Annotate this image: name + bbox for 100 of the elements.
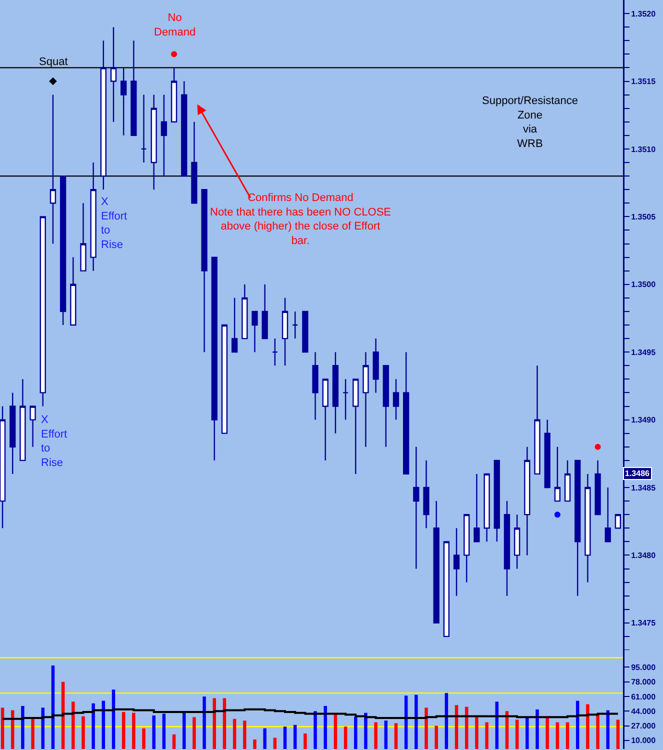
candlestick — [120, 67, 127, 136]
candlestick — [221, 324, 228, 434]
bar — [293, 724, 297, 749]
y-tick-label: 1.3475 — [631, 618, 656, 628]
candlestick — [474, 473, 480, 542]
candlestick — [494, 460, 500, 542]
bar — [132, 712, 136, 749]
candlestick — [332, 351, 339, 434]
candlestick — [534, 365, 540, 475]
candlestick — [0, 406, 6, 529]
bar — [556, 722, 560, 749]
y-tick-label: 1.3485 — [631, 483, 656, 492]
candlestick — [443, 541, 450, 638]
candlestick — [100, 40, 106, 190]
candlestick — [150, 94, 157, 190]
candlestick — [392, 378, 400, 420]
candlestick — [564, 460, 571, 502]
y-tick-label: 1.3480 — [631, 551, 656, 560]
candlestick — [312, 351, 318, 420]
candlestick — [302, 310, 308, 353]
annotation: 1.3486 — [625, 469, 650, 478]
candlestick — [30, 406, 36, 448]
y-tick-label: 44.000 — [631, 706, 656, 716]
candlestick — [70, 256, 76, 326]
point — [171, 51, 178, 58]
bar — [51, 666, 55, 749]
candlestick — [614, 514, 622, 529]
bar — [434, 726, 438, 749]
annotation: Support/Resistance Zone via WRB — [482, 95, 578, 150]
y-tick-label: 1.3500 — [631, 280, 656, 290]
bar — [182, 712, 186, 749]
y-tick-label: 10.000 — [631, 736, 656, 746]
bar — [566, 722, 570, 749]
bar — [515, 720, 519, 749]
bar — [475, 717, 478, 749]
y-tick-label: 1.3505 — [631, 212, 656, 222]
bar — [334, 714, 338, 749]
candlestick — [191, 121, 198, 204]
candlestick — [352, 378, 359, 475]
bar — [526, 718, 529, 749]
candlestick — [554, 446, 560, 502]
bar — [344, 726, 348, 749]
y-tick-label: 1.3515 — [631, 77, 656, 86]
bar — [162, 714, 166, 749]
candlestick — [433, 500, 440, 624]
bar — [304, 734, 307, 749]
candlestick — [574, 460, 581, 596]
y-tick-label: 95.000 — [631, 663, 656, 672]
candlestick — [464, 514, 470, 583]
candlestick — [604, 486, 611, 542]
candlestick — [524, 446, 530, 556]
candlestick — [201, 188, 208, 353]
point — [554, 512, 560, 518]
bar — [374, 722, 378, 749]
y-tick-label: 1.3490 — [631, 416, 656, 425]
bar — [232, 718, 236, 749]
candlestick — [403, 351, 410, 475]
y-tick-label: 1.3510 — [631, 144, 656, 154]
bar — [253, 740, 256, 749]
y-tick-label: 61.000 — [631, 692, 656, 702]
bar — [82, 716, 85, 749]
candlestick — [272, 338, 278, 366]
candlestick — [160, 94, 168, 177]
point — [594, 444, 601, 450]
candlestick — [10, 392, 16, 475]
candlestick — [514, 514, 520, 570]
y-tick-label: 1.3495 — [631, 348, 656, 357]
bar — [314, 711, 317, 749]
candlestick — [130, 40, 137, 136]
annotation: Confirms No Demand Note that there has been NO CLOSE above (higher) the close of Effort bar. — [210, 192, 391, 247]
bar — [414, 694, 418, 749]
bar — [444, 693, 448, 749]
candlestick — [232, 297, 238, 353]
bar — [364, 712, 368, 749]
bar — [202, 696, 206, 749]
candlestick — [423, 460, 430, 529]
bar — [394, 723, 398, 749]
candlestick — [372, 338, 379, 394]
bar — [485, 722, 488, 749]
annotation: X Effort to Rise — [101, 196, 128, 251]
bar — [586, 704, 590, 749]
bar — [384, 720, 388, 749]
bar — [546, 718, 549, 749]
candlestick — [50, 94, 56, 244]
candlestick — [242, 284, 248, 340]
candlestick — [20, 378, 26, 462]
bar — [404, 696, 408, 749]
bar — [92, 703, 95, 749]
candlestick — [282, 297, 288, 366]
annotation: No Demand — [154, 12, 196, 38]
candlestick — [40, 216, 46, 407]
candlestick — [90, 162, 96, 272]
candlestick — [322, 378, 328, 462]
bar — [31, 718, 34, 749]
candlestick — [342, 378, 349, 420]
candlestick — [594, 460, 601, 516]
bar — [243, 720, 246, 749]
candlestick — [60, 175, 66, 326]
bar — [122, 712, 126, 749]
annotation: X Effort to Rise — [41, 414, 68, 469]
